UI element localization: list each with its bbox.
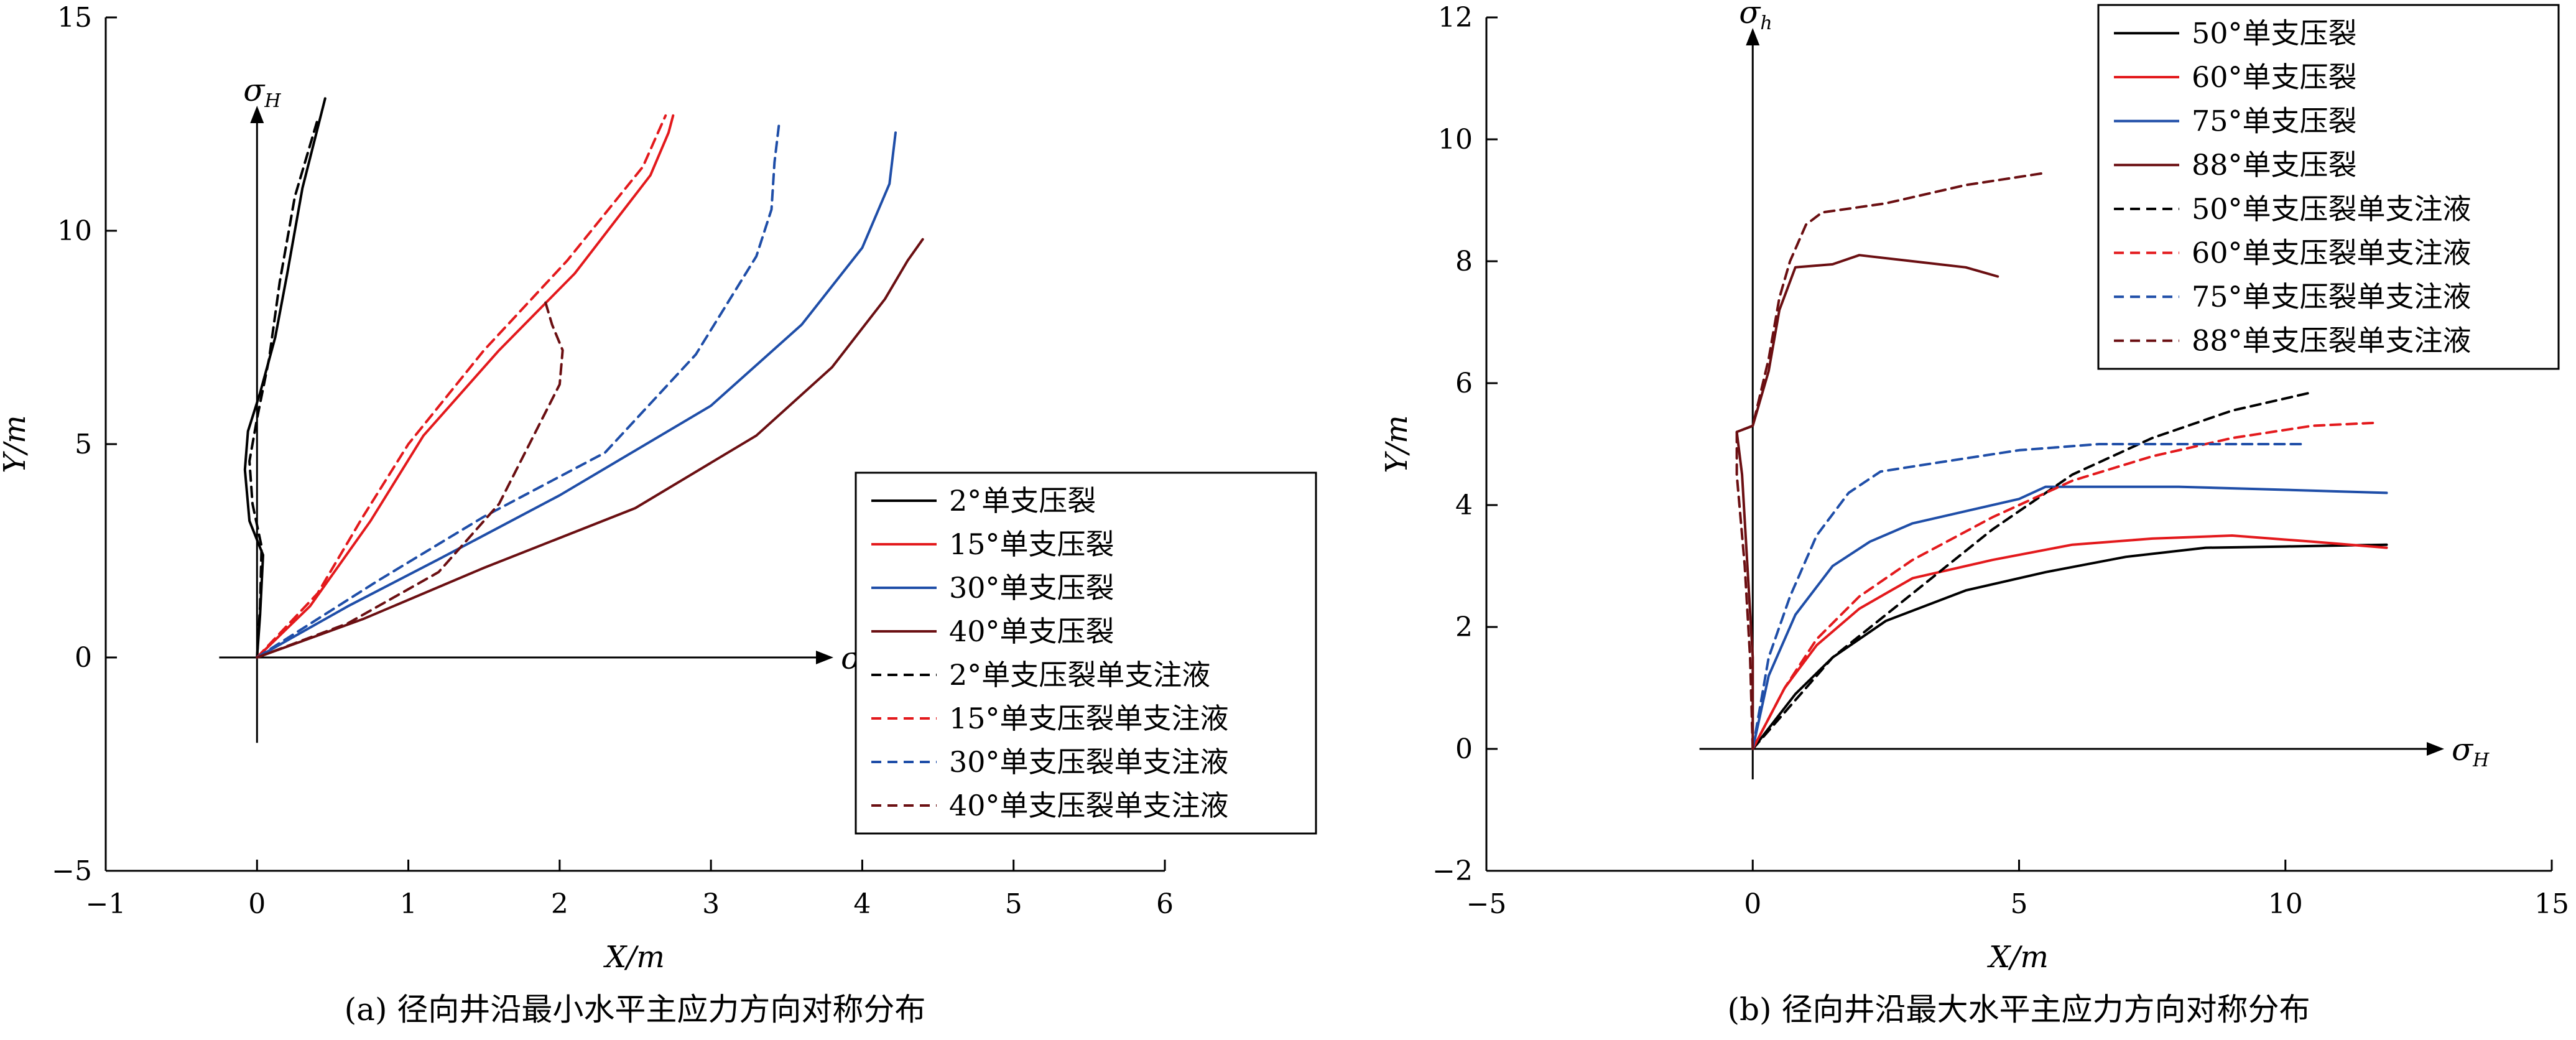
stress-label-horizontal: σH [2452,731,2490,771]
legend-box [2097,4,2560,370]
x-tick-label: 4 [853,888,871,920]
series-line [256,131,897,659]
stress-symbol: σ [243,72,266,108]
series-line [1751,391,2314,750]
y-tick-label: 4 [1455,490,1473,521]
legend-entry: 2°单支压裂单支注液 [949,658,1210,692]
x-tick-label: 2 [551,888,568,920]
series-line [256,114,667,659]
y-tick-label: 0 [75,642,92,674]
y-tick-label: 8 [1455,246,1473,277]
series-line [256,297,564,659]
x-tick-label: −1 [86,888,126,920]
legend-entry: 40°单支压裂 [949,615,1114,648]
stress-subscript: H [264,90,281,112]
x-tick-label: 10 [2268,888,2303,920]
x-tick-label: 0 [248,888,266,920]
y-tick-label: 10 [57,215,92,247]
legend-entry: 40°单支压裂单支注液 [949,789,1229,822]
stress-symbol: σ [1739,0,1761,30]
series-line [1735,171,2047,750]
x-tick-label: 1 [400,888,417,920]
legend-entry: 2°单支压裂 [949,484,1096,518]
y-axis-title: Y/m [0,415,32,473]
arrow-up-icon [1746,28,1760,45]
legend-entry: 60°单支压裂单支注液 [2192,236,2472,269]
y-axis-title: Y/m [1379,415,1414,473]
arrow-up-icon [250,106,264,123]
stress-subscript: h [1760,12,1772,34]
x-tick-label: 5 [1005,888,1022,920]
series-line [1735,254,1999,750]
series-line [256,238,924,659]
y-tick-label: 12 [1438,2,1473,34]
series-line [1751,485,2388,750]
legend-entry: 50°单支压裂单支注液 [2192,192,2472,226]
stress-symbol: σ [2452,731,2474,768]
legend-box [855,471,1317,835]
y-tick-label: 6 [1455,368,1473,399]
chart-caption: (b) 径向井沿最大水平主应力方向对称分布 [1728,991,2310,1028]
arrow-right-icon [816,651,833,664]
y-tick-label: 2 [1455,611,1473,643]
y-tick-label: −5 [52,855,92,887]
legend-entry: 50°单支压裂 [2192,16,2357,50]
legend-entry: 75°单支压裂 [2192,104,2357,138]
y-tick-label: 15 [57,2,92,34]
series-line [1751,443,2303,750]
x-tick-label: −5 [1466,888,1507,920]
arrow-right-icon [2427,742,2444,756]
x-tick-label: 15 [2534,888,2569,920]
legend-entry: 60°单支压裂 [2192,60,2357,94]
stress-subscript: H [2472,750,2490,771]
x-tick-label: 3 [702,888,720,920]
chart-caption: (a) 径向井沿最小水平主应力方向对称分布 [345,991,926,1028]
series-line [1751,534,2388,750]
x-tick-label: 0 [1744,888,1761,920]
legend-entry: 88°单支压裂 [2192,148,2357,182]
chart-a: −1 0 1 2 3 4 5 6 −5 0 5 10 15 X/m Y/m (a) 径向井沿最小水平主应力方向… [0,2,1317,1028]
y-tick-label: 5 [75,429,92,460]
legend-entry: 15°单支压裂单支注液 [949,702,1229,735]
series-line [1751,543,2388,750]
legend-entry: 88°单支压裂单支注液 [2192,324,2472,358]
legend-entry: 30°单支压裂 [949,571,1114,605]
series-line [256,123,781,659]
legend-entry: 75°单支压裂单支注液 [2192,280,2472,313]
x-axis-title: X/m [1986,940,2049,975]
x-tick-label: 5 [2011,888,2028,920]
y-tick-label: 0 [1455,733,1473,765]
series-line [248,118,319,659]
legend-entry: 15°单支压裂 [949,527,1114,561]
x-tick-label: 6 [1156,888,1174,920]
y-tick-label: 10 [1438,124,1473,156]
legend-entry: 30°单支压裂单支注液 [949,745,1229,779]
x-axis-title: X/m [603,940,665,975]
series-line [1751,421,2378,750]
stress-label-vertical: σH [243,72,281,112]
chart-b: −5 0 5 10 15 −2 0 2 4 6 8 10 12 X/m Y/m (b) 径向井沿最大水平主应力… [1379,0,2569,1028]
stress-label-vertical: σh [1739,0,1772,34]
y-tick-label: −2 [1432,855,1473,887]
series-line [256,114,675,659]
